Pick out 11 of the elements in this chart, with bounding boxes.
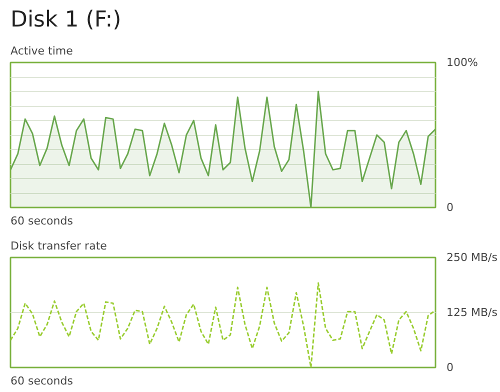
chart-title: Disk transfer rate [10, 240, 108, 252]
line-series [10, 282, 436, 368]
chart-title: Disk 1 (F:) [10, 8, 122, 32]
text: 60 seconds [10, 214, 74, 228]
y-tick-label: 125 MB/s [446, 306, 498, 319]
y-tick-label: 0 [446, 361, 454, 374]
chart-subtitle: Active time [10, 44, 74, 58]
y-tick-label: 0 [446, 201, 454, 214]
y-tick-label: 100% [446, 56, 478, 69]
text: 60 seconds [10, 374, 74, 388]
y-tick-label: 250 MB/s [446, 251, 498, 264]
